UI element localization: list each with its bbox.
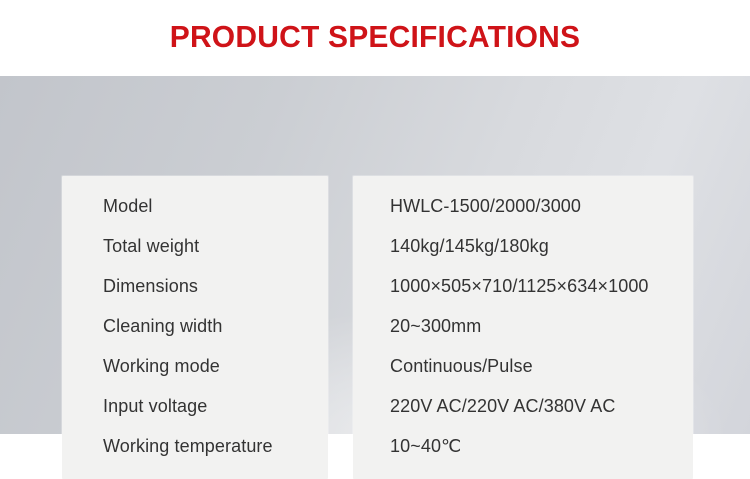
spec-values-panel: HWLC-1500/2000/3000 140kg/145kg/180kg 10… xyxy=(353,176,693,479)
spec-value-model: HWLC-1500/2000/3000 xyxy=(390,195,582,216)
page-title: PRODUCT SPECIFICATIONS xyxy=(169,20,581,55)
spec-value-cleaning-width: 20~300mm xyxy=(390,315,482,336)
spec-label-dimensions: Dimensions xyxy=(103,275,199,296)
spec-label-input-voltage: Input voltage xyxy=(103,395,208,416)
spec-label-model: Model xyxy=(103,195,153,216)
gray-stage-background: Model Total weight Dimensions Cleaning w… xyxy=(0,76,750,479)
spec-value-working-temperature: 10~40℃ xyxy=(390,435,462,456)
header-band: PRODUCT SPECIFICATIONS xyxy=(0,0,750,76)
spec-value-total-weight: 140kg/145kg/180kg xyxy=(390,235,549,256)
spec-value-working-mode: Continuous/Pulse xyxy=(390,355,533,376)
spec-label-cleaning-width: Cleaning width xyxy=(103,315,223,336)
spec-label-working-temperature: Working temperature xyxy=(103,435,273,456)
spec-value-dimensions: 1000×505×710/1125×634×1000 xyxy=(390,275,649,296)
spec-value-input-voltage: 220V AC/220V AC/380V AC xyxy=(390,395,616,416)
spec-label-total-weight: Total weight xyxy=(103,235,200,256)
spec-label-working-mode: Working mode xyxy=(103,355,220,376)
